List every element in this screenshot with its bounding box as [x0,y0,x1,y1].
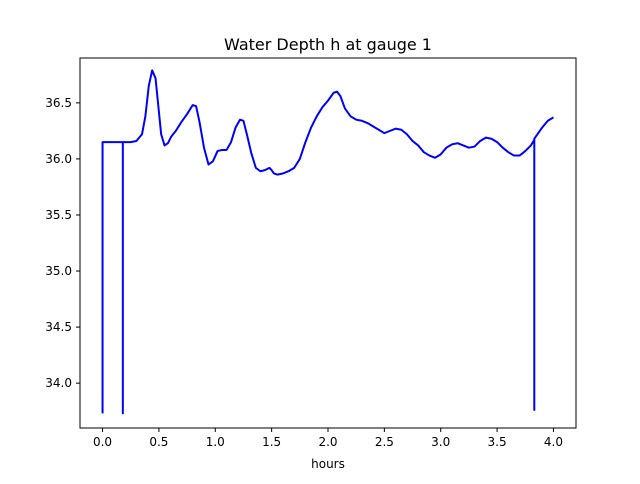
y-tick-label: 35.5 [45,208,72,222]
y-tick-label: 34.0 [45,376,72,390]
y-tick-label: 34.5 [45,320,72,334]
x-tick-label: 4.0 [544,435,563,449]
plot-area-frame [79,57,577,429]
x-tick-label: 2.0 [318,435,337,449]
y-axis-ticks: 34.0 34.5 35.0 35.5 36.0 36.5 [45,96,80,390]
x-tick-label: 0.5 [149,435,168,449]
x-tick-label: 3.0 [431,435,450,449]
x-tick-label: 1.0 [206,435,225,449]
x-axis-label: hours [311,457,345,471]
x-tick-label: 3.5 [488,435,507,449]
series-line [101,69,554,415]
x-tick-label: 2.5 [375,435,394,449]
x-axis-ticks: 0.0 0.5 1.0 1.5 2.0 2.5 3.0 3.5 4.0 [93,428,563,449]
chart-title: Water Depth h at gauge 1 [224,35,432,54]
y-tick-label: 35.0 [45,264,72,278]
y-tick-label: 36.0 [45,152,72,166]
x-tick-label: 0.0 [93,435,112,449]
x-tick-label: 1.5 [262,435,281,449]
y-tick-label: 36.5 [45,96,72,110]
